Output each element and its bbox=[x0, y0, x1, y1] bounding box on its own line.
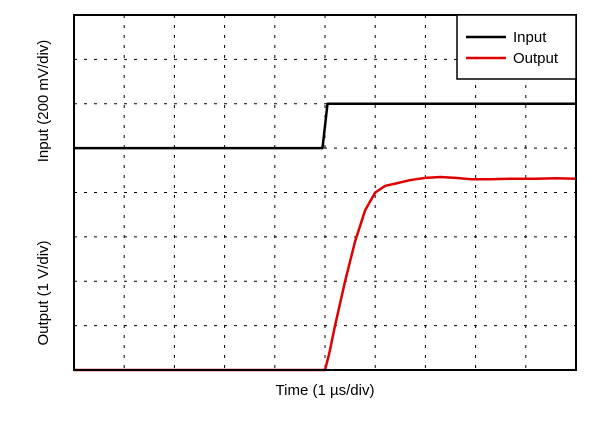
x-axis-label: Time (1 µs/div) bbox=[276, 382, 375, 399]
legend-box bbox=[456, 14, 577, 80]
plot-frame bbox=[73, 14, 577, 371]
series-layer bbox=[74, 102, 577, 372]
legend-label-output: Output bbox=[513, 50, 559, 67]
y-axis-label-output: Output (1 V/div) bbox=[35, 240, 52, 345]
series-line-output bbox=[74, 175, 577, 372]
series-line-input bbox=[74, 102, 576, 150]
grid bbox=[74, 15, 576, 370]
legend: Input Output bbox=[456, 14, 577, 80]
legend-label-input: Input bbox=[513, 29, 547, 46]
y-axis-label-input: Input (200 mV/div) bbox=[35, 40, 52, 163]
